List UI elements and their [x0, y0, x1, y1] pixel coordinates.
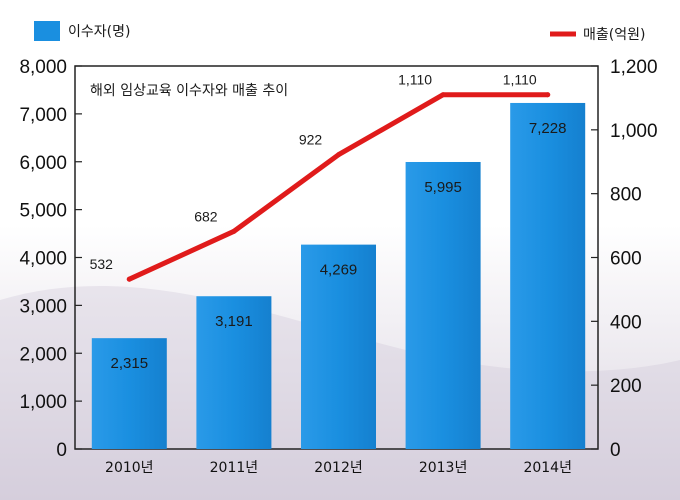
y2-tick-label: 1,200 [610, 57, 658, 78]
x-tick-label: 2011년 [210, 460, 259, 476]
y2-tick-label: 1,000 [610, 121, 658, 142]
y2-tick-label: 200 [610, 376, 642, 397]
line-value-label: 682 [194, 208, 218, 224]
bar-value-label: 5,995 [424, 179, 462, 196]
y2-tick-label: 0 [610, 440, 621, 461]
y-tick-label: 1,000 [19, 392, 67, 413]
line-series: 532 682 922 1,110 1,110 [90, 72, 551, 282]
y-tick-label: 8,000 [19, 57, 67, 78]
y-axis-right: 0 200 400 600 800 1,000 1,200 [591, 57, 658, 461]
y-tick-label: 6,000 [19, 153, 67, 174]
line-point [126, 276, 132, 282]
line-value-label: 1,110 [398, 72, 432, 88]
bar [196, 296, 272, 449]
bar-series: 2,315 3,191 4,269 5,995 7,228 [91, 102, 586, 449]
y-tick-label: 2,000 [19, 344, 67, 365]
line-value-label: 1,110 [503, 72, 537, 88]
y2-tick-label: 400 [610, 312, 642, 333]
line-point [336, 152, 341, 158]
y2-tick-label: 600 [610, 249, 642, 270]
y-axis-left: 0 1,000 2,000 3,000 4,000 5,000 6,000 7,000 8,00… [19, 57, 82, 461]
line-point [440, 92, 446, 98]
x-axis: 2010년 2011년 2012년 2013년 2014년 [105, 460, 572, 476]
bar [510, 102, 586, 449]
y2-tick-label: 800 [610, 185, 642, 206]
line-point [545, 92, 551, 98]
legend-label-bar: 이수자(명) [68, 24, 130, 40]
bar-value-label: 3,191 [215, 313, 253, 330]
legend-swatch-bar [34, 21, 60, 41]
x-tick-label: 2012년 [314, 460, 363, 476]
y-tick-label: 4,000 [19, 249, 67, 270]
bar-value-label: 7,228 [529, 120, 567, 137]
y-tick-label: 5,000 [19, 201, 67, 222]
line-value-label: 922 [299, 132, 323, 148]
bar [91, 338, 167, 449]
bar [405, 161, 481, 449]
legend: 이수자(명) 매출(억원) [34, 21, 645, 43]
line-point [231, 228, 237, 234]
x-tick-label: 2013년 [419, 460, 468, 476]
line-value-label: 532 [90, 256, 114, 272]
legend-label-line: 매출(억원) [583, 27, 645, 43]
y-tick-label: 3,000 [19, 296, 67, 317]
chart-title: 해외 임상교육 이수자와 매출 추이 [90, 83, 288, 99]
x-tick-label: 2010년 [105, 460, 154, 476]
bar-value-label: 2,315 [111, 355, 149, 372]
y-tick-label: 7,000 [19, 105, 67, 126]
y-tick-label: 0 [56, 440, 67, 461]
bar [301, 244, 376, 449]
x-tick-label: 2014년 [523, 460, 572, 476]
bar-value-label: 4,269 [320, 262, 358, 279]
